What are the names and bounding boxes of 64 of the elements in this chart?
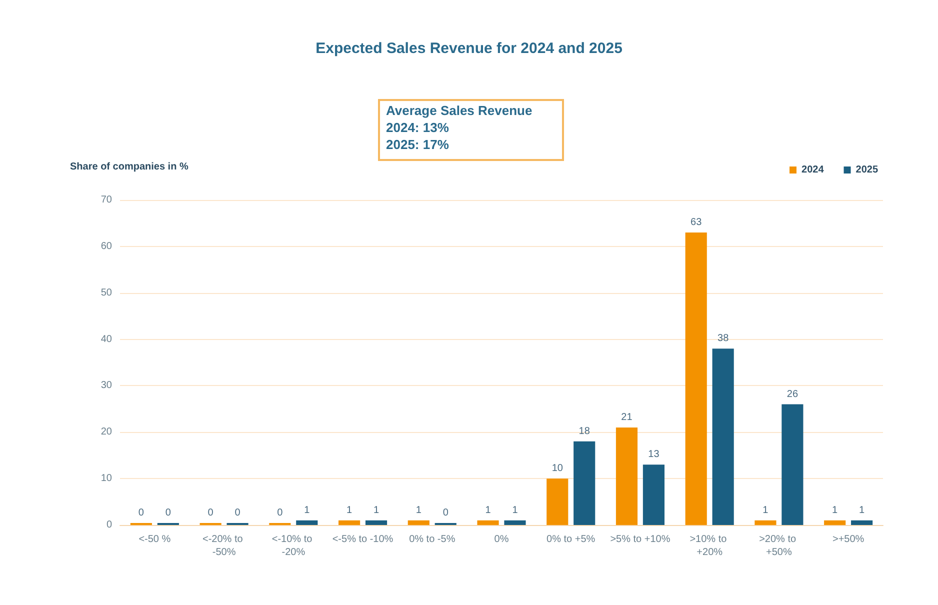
- x-tick-label: <-20% to -50%: [202, 534, 246, 558]
- bar: [642, 464, 665, 525]
- data-label: 21: [621, 412, 633, 423]
- bar: [546, 478, 568, 525]
- bar: [338, 520, 360, 525]
- legend-label: 2025: [856, 164, 878, 176]
- data-label: 0: [138, 508, 144, 518]
- data-label: 1: [485, 504, 492, 516]
- bar: [824, 520, 846, 525]
- data-label: 63: [690, 217, 702, 228]
- bar: [782, 404, 804, 525]
- data-label: 10: [552, 463, 564, 474]
- bar: [504, 520, 526, 525]
- x-tick-label: <-10% to -20%: [272, 534, 315, 558]
- data-label: 1: [346, 504, 353, 516]
- text: Average Sales Revenue: [386, 103, 532, 118]
- data-label: 38: [718, 333, 730, 344]
- y-tick-label: 20: [100, 426, 112, 438]
- data-label: 1: [416, 504, 422, 516]
- y-axis-title: Share of companies in %: [70, 162, 188, 172]
- data-label: 1: [304, 504, 310, 516]
- data-label: 0: [277, 508, 284, 518]
- bar: [851, 520, 873, 525]
- text: 2025: 17%: [386, 137, 450, 152]
- x-tick-label: 0% to -5%: [409, 534, 456, 545]
- data-label: 13: [648, 449, 660, 460]
- y-tick-label: 10: [100, 473, 112, 484]
- text: 2024: 13%: [386, 120, 450, 135]
- y-tick-label: 0: [106, 520, 112, 530]
- bar: [616, 428, 638, 525]
- chart-title: Expected Sales Revenue for 2024 and 2025: [316, 40, 622, 57]
- x-tick-label: >10% to +20%: [690, 534, 730, 558]
- data-label: 0: [234, 508, 241, 518]
- data-label: 1: [762, 504, 769, 516]
- data-label: 18: [578, 426, 590, 437]
- data-label: 0: [165, 508, 172, 518]
- y-tick-label: 40: [100, 334, 112, 345]
- data-label: 0: [208, 508, 214, 518]
- x-tick-label: >20% to +50%: [759, 534, 799, 558]
- bar: [712, 348, 734, 525]
- bar: [754, 520, 776, 525]
- legend-label: 2024: [802, 164, 824, 176]
- bar: [408, 520, 430, 525]
- x-tick-label: >5% to +10%: [610, 534, 670, 545]
- bar: [365, 520, 388, 525]
- x-tick-label: <-5% to -10%: [332, 534, 394, 545]
- data-label: 1: [373, 504, 380, 516]
- y-tick-label: 60: [100, 240, 112, 252]
- data-label: 1: [512, 504, 518, 516]
- data-label: 1: [832, 504, 838, 516]
- bar: [477, 520, 499, 525]
- bar: [685, 232, 707, 525]
- data-label: 0: [442, 508, 449, 518]
- x-tick-label: 0% to +5%: [546, 534, 596, 545]
- y-tick-label: 50: [100, 287, 112, 298]
- y-tick-label: 70: [100, 194, 112, 206]
- x-tick-label: 0%: [494, 534, 509, 545]
- x-tick-label: >+50%: [832, 534, 864, 545]
- bar: [296, 520, 318, 525]
- x-tick-label: <-50 %: [138, 534, 171, 545]
- bar: [574, 441, 596, 525]
- data-label: 26: [786, 388, 798, 400]
- y-tick-label: 30: [100, 380, 112, 392]
- data-label: 1: [859, 504, 866, 516]
